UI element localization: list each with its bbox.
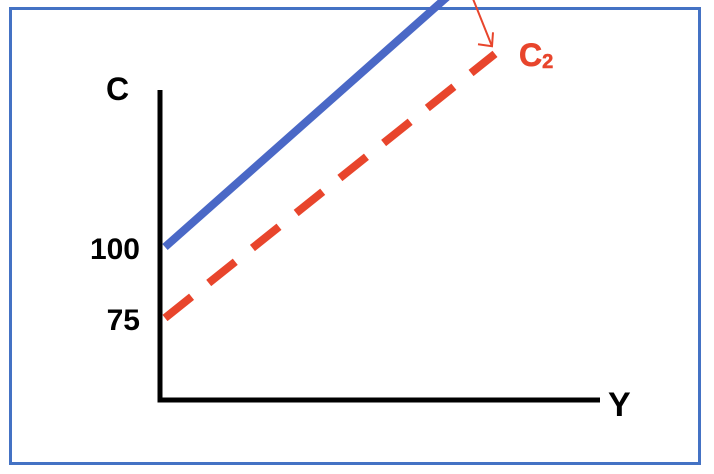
y-axis-label: C bbox=[106, 71, 129, 107]
series-line-C2 bbox=[162, 50, 498, 322]
shift-arrow-line bbox=[472, 0, 493, 47]
axes-lines bbox=[157, 90, 600, 403]
axes bbox=[157, 90, 600, 403]
y-tick-label-75: 75 bbox=[107, 304, 140, 337]
shift-arrow-head bbox=[477, 32, 494, 48]
labels: CY10075C1C2 bbox=[90, 37, 631, 424]
series-label-C2: C2 bbox=[519, 37, 553, 73]
y-tick-label-100: 100 bbox=[90, 233, 140, 266]
series-line-C1 bbox=[162, 0, 450, 250]
series-layer bbox=[162, 0, 498, 322]
x-axis-label: Y bbox=[608, 386, 631, 424]
